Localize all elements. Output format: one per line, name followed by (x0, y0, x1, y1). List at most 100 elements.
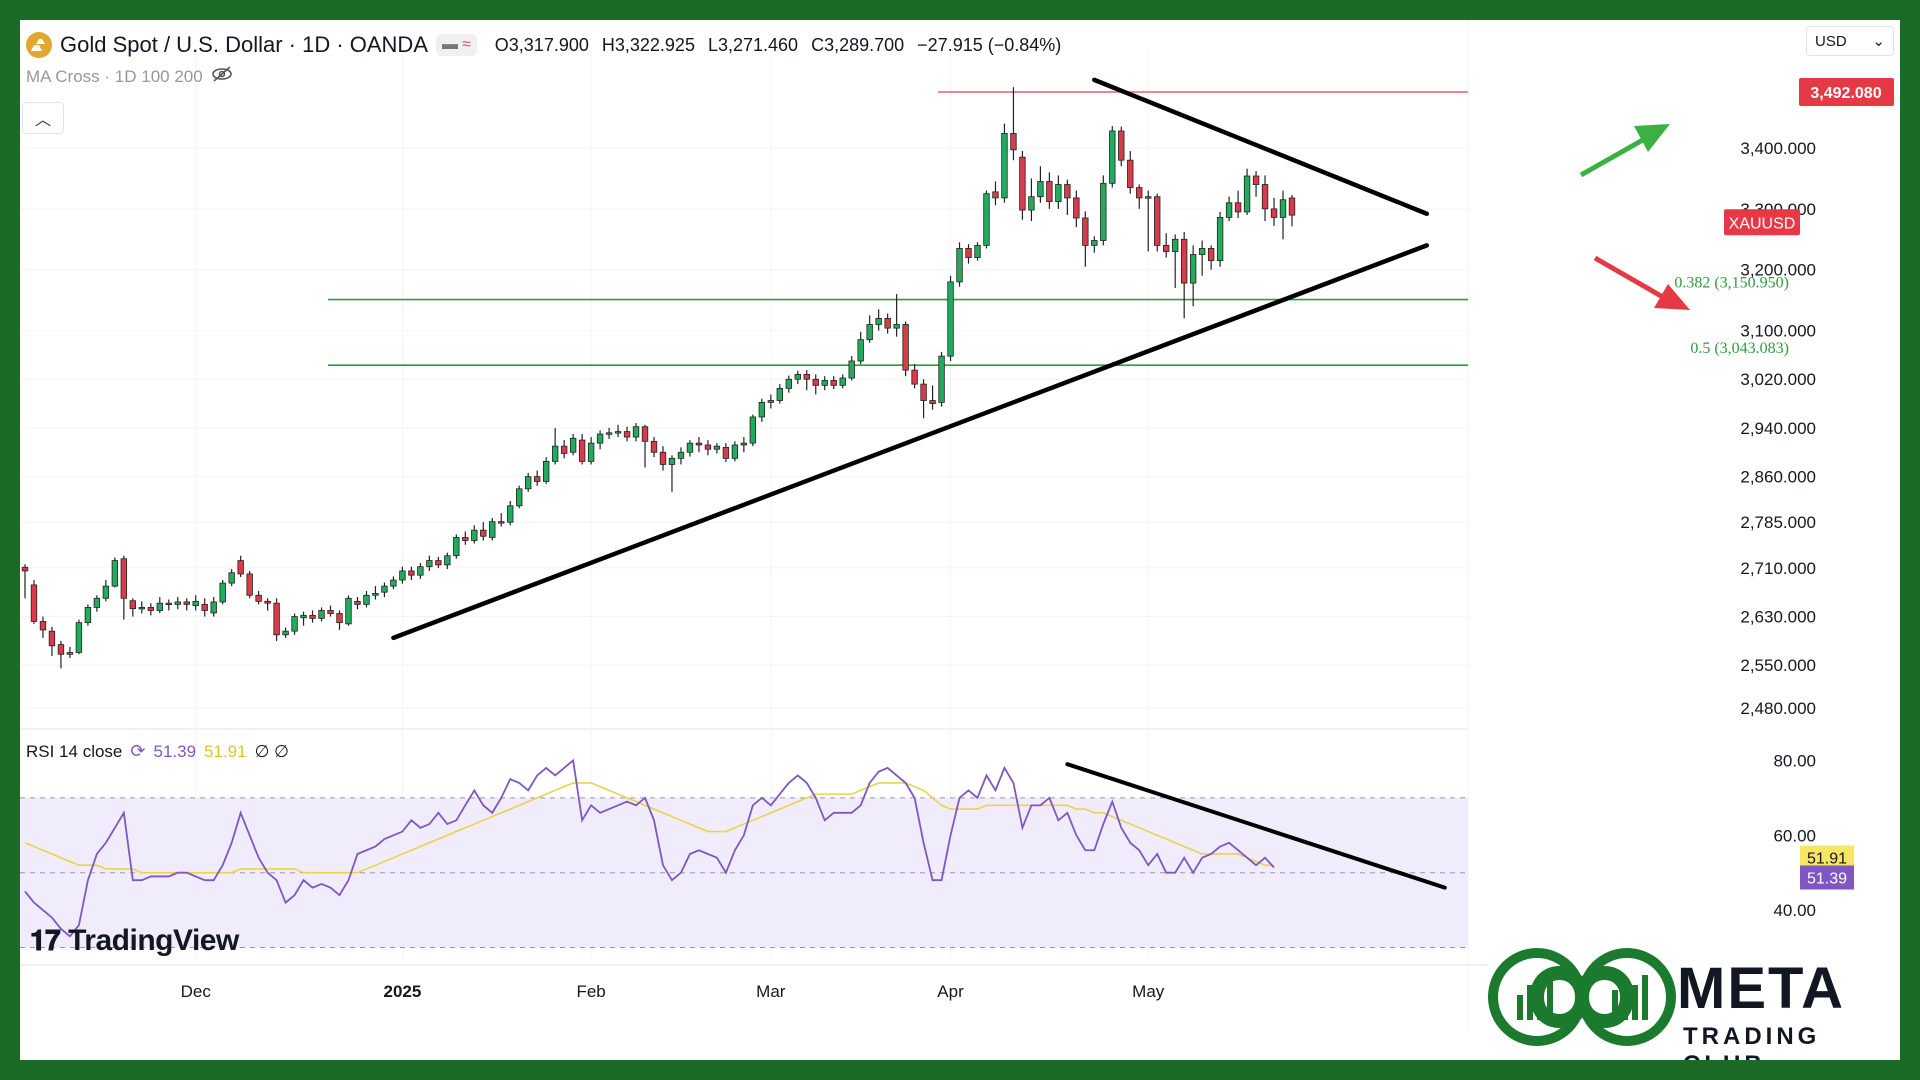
candle-body (1171, 238, 1179, 252)
candle-body (66, 652, 74, 655)
candle-body (1207, 248, 1215, 261)
candle-body (102, 585, 110, 599)
horizontal-lines: 0.382 (3,150.950) 0.5 (3,043.083) (328, 91, 1789, 366)
ohlc-close: C3,289.700 (811, 34, 905, 55)
candle-body (444, 555, 451, 566)
candle-body (219, 582, 226, 603)
candle-body (650, 440, 658, 453)
candle-body (596, 433, 604, 444)
candle-body (165, 602, 172, 606)
candle-body (794, 373, 801, 380)
candle-body (1064, 184, 1071, 199)
rsi-label: RSI 14 close (26, 741, 123, 761)
candle-body (1127, 159, 1134, 188)
candle-body (560, 445, 568, 454)
candle-body (1261, 184, 1269, 210)
candle-body (1091, 240, 1098, 246)
candle-body (480, 529, 487, 537)
price-tick-label: 2,710.000 (1740, 559, 1816, 578)
candle-body (309, 614, 316, 619)
candle-body (1136, 187, 1143, 199)
rsi-legend[interactable]: RSI 14 close ⟳ 51.39 51.91 ∅ ∅ (26, 741, 289, 762)
candle-body (731, 444, 739, 459)
ticker-tag-text: XAUUSD (1729, 215, 1796, 232)
candle-body (623, 431, 631, 438)
candle-body (1118, 130, 1125, 161)
candle-body (156, 602, 163, 611)
candle-body (30, 584, 38, 622)
candle-body (974, 244, 981, 258)
candle-body (516, 488, 523, 507)
candle-body (363, 594, 370, 605)
rsi-ma-value: 51.91 (204, 741, 247, 761)
candle-body (929, 400, 936, 404)
candle-body (884, 317, 891, 329)
rsi-value: 51.39 (153, 741, 197, 761)
candle-body (920, 383, 927, 401)
candle-body (956, 248, 963, 283)
candle-body (1037, 181, 1044, 198)
candle-body (417, 566, 424, 576)
candle-body (1270, 208, 1278, 218)
chart-type-toggle[interactable]: ▬ ≈ (436, 34, 477, 56)
hidden-eye-icon[interactable] (211, 66, 233, 87)
candle-body (587, 442, 595, 462)
symbol-header: Gold Spot / U.S. Dollar · 1D · OANDA ▬ ≈… (26, 30, 1069, 60)
candle-body (893, 324, 900, 329)
tradingview-mark-icon: 𝟏𝟕 (30, 924, 61, 956)
candle-body (381, 585, 388, 593)
candle-body (641, 426, 649, 442)
candle-body (111, 560, 119, 587)
candle-body (992, 191, 999, 199)
candle-body (938, 355, 945, 403)
candle-body (174, 601, 181, 605)
gold-symbol-icon[interactable] (26, 32, 52, 58)
candle-body (525, 476, 532, 490)
chart-canvas[interactable]: 0.382 (3,150.950) 0.5 (3,043.083) 3,400.0… (20, 20, 1900, 1060)
candle-body (1279, 199, 1287, 218)
candle-body (1010, 133, 1017, 151)
candle-body (192, 600, 199, 607)
time-tick-label: May (1132, 982, 1165, 1001)
collapse-legend-button[interactable]: ︿ (22, 102, 64, 134)
candle-body (686, 442, 694, 453)
candle-body (740, 442, 748, 446)
candle-body (1180, 238, 1188, 284)
refresh-icon[interactable]: ⟳ (130, 741, 146, 761)
candle-body (129, 600, 137, 610)
indicator-legend[interactable]: MA Cross · 1D 100 200 (26, 66, 233, 87)
time-tick-label: Mar (756, 982, 786, 1001)
rsi-line (24, 758, 1275, 938)
candle-body (983, 193, 990, 246)
currency-select[interactable]: USD ⌄ (1806, 26, 1894, 56)
tradingview-logo: 𝟏𝟕 TradingView (30, 924, 239, 958)
meta-infinity-icon (1488, 948, 1676, 1046)
ohlc-high: H3,322.925 (601, 34, 695, 55)
candle-body (839, 377, 846, 386)
currency-value: USD (1815, 32, 1847, 50)
candle-body (498, 521, 505, 524)
candle-body (1046, 181, 1053, 202)
candle-body (1234, 202, 1242, 213)
time-tick-label: Dec (181, 982, 212, 1001)
down-arrow-shaft (1593, 255, 1670, 303)
candle-body (435, 560, 442, 566)
candle-body (569, 437, 577, 453)
candle-body (354, 600, 361, 605)
candle-body (668, 457, 676, 465)
rsi-tag (1800, 865, 1854, 890)
candle-body (803, 373, 810, 380)
candle-body (911, 369, 918, 385)
candle-body (1055, 184, 1062, 202)
price-tick-label: 3,020.000 (1740, 370, 1816, 389)
price-tick-label: 2,940.000 (1740, 419, 1816, 438)
candle-body (542, 460, 550, 482)
candle-body (677, 451, 685, 459)
candle-body (462, 537, 469, 541)
candle-body (75, 622, 83, 653)
price-tick-label: 3,400.000 (1740, 139, 1816, 158)
price-tick-label: 3,100.000 (1740, 322, 1816, 341)
candle-body (830, 380, 837, 386)
symbol-title[interactable]: Gold Spot / U.S. Dollar · 1D · OANDA (60, 32, 428, 57)
ohlc-readout: O3,317.900 H3,322.925 L3,271.460 C3,289.… (495, 35, 1070, 56)
